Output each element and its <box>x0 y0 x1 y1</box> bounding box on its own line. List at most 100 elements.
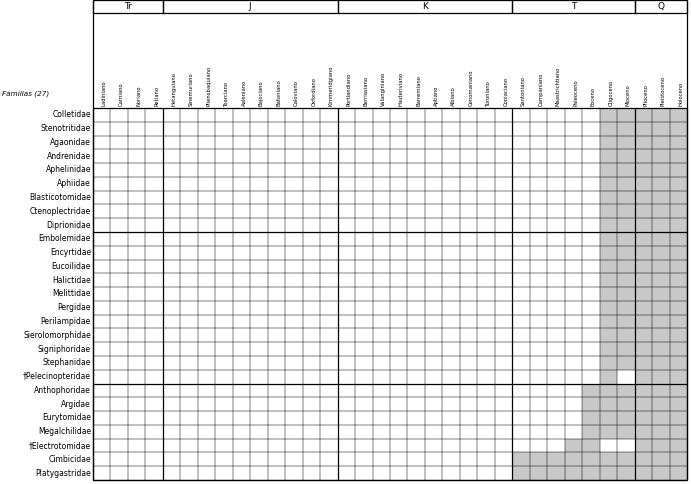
Bar <box>652 329 670 342</box>
Bar <box>652 439 670 453</box>
Bar <box>617 191 634 204</box>
Bar <box>670 150 687 163</box>
Bar <box>652 218 670 232</box>
Bar <box>670 439 687 453</box>
Bar <box>670 122 687 136</box>
Bar <box>600 356 617 370</box>
Bar <box>670 232 687 246</box>
Bar <box>617 259 634 273</box>
Bar <box>652 108 670 122</box>
Text: Pergidae: Pergidae <box>57 303 91 312</box>
Bar <box>634 108 652 122</box>
Bar <box>634 150 652 163</box>
Bar <box>583 411 600 425</box>
Bar <box>617 218 634 232</box>
Bar <box>652 163 670 177</box>
Bar <box>617 287 634 301</box>
Bar <box>634 466 652 480</box>
Bar <box>530 466 547 480</box>
Bar <box>634 177 652 191</box>
Bar <box>600 301 617 315</box>
Text: Melittidae: Melittidae <box>53 289 91 299</box>
Bar <box>600 204 617 218</box>
Text: Albiano: Albiano <box>451 86 456 106</box>
Bar <box>600 108 617 122</box>
Bar <box>600 273 617 287</box>
Text: Blasticotomidae: Blasticotomidae <box>29 193 91 202</box>
Bar <box>670 315 687 329</box>
Bar <box>617 232 634 246</box>
Bar <box>670 411 687 425</box>
Bar <box>600 453 617 466</box>
Text: Toarciano: Toarciano <box>224 81 229 106</box>
Text: Maastrichtiano: Maastrichtiano <box>556 67 561 106</box>
Bar <box>617 356 634 370</box>
Text: Portlandiano: Portlandiano <box>346 73 351 106</box>
Text: Oxfordiano: Oxfordiano <box>312 77 316 106</box>
Text: Campaniano: Campaniano <box>538 73 544 106</box>
Bar <box>670 191 687 204</box>
Bar <box>617 122 634 136</box>
Bar <box>617 136 634 150</box>
Text: Aaleniano: Aaleniano <box>241 80 247 106</box>
Text: Q: Q <box>657 2 664 11</box>
Bar <box>652 259 670 273</box>
Bar <box>652 273 670 287</box>
Text: Colletidae: Colletidae <box>53 110 91 120</box>
Bar <box>617 425 634 439</box>
Bar <box>617 246 634 259</box>
Bar <box>634 315 652 329</box>
Text: Ctenoplectridae: Ctenoplectridae <box>30 207 91 216</box>
Bar <box>670 246 687 259</box>
Bar <box>583 425 600 439</box>
Text: Plioceno: Plioceno <box>643 84 648 106</box>
Bar <box>652 191 670 204</box>
Bar <box>634 259 652 273</box>
Bar <box>600 287 617 301</box>
Bar <box>565 466 583 480</box>
Bar <box>617 273 634 287</box>
Bar <box>583 383 600 397</box>
Bar <box>634 136 652 150</box>
Bar <box>634 232 652 246</box>
Bar <box>600 370 617 383</box>
Bar <box>512 453 530 466</box>
Text: Platygastridae: Platygastridae <box>35 469 91 478</box>
Bar <box>670 163 687 177</box>
Bar <box>600 411 617 425</box>
Text: Valanginiano: Valanginiano <box>381 72 386 106</box>
Bar <box>652 356 670 370</box>
Bar <box>600 232 617 246</box>
Bar <box>670 383 687 397</box>
Bar <box>670 177 687 191</box>
Bar <box>652 342 670 356</box>
Text: Encyrtidae: Encyrtidae <box>50 248 91 257</box>
Bar <box>634 273 652 287</box>
Text: Pleistoceno: Pleistoceno <box>661 76 666 106</box>
Bar <box>670 108 687 122</box>
Text: Megalchilidae: Megalchilidae <box>38 427 91 436</box>
Bar <box>652 246 670 259</box>
Text: J: J <box>249 2 252 11</box>
Bar <box>530 453 547 466</box>
Text: Hetanguiano: Hetanguiano <box>171 72 177 106</box>
Bar <box>617 108 634 122</box>
Bar <box>600 150 617 163</box>
Bar <box>617 301 634 315</box>
Bar <box>565 439 583 453</box>
Bar <box>634 439 652 453</box>
Bar <box>634 329 652 342</box>
Bar <box>670 329 687 342</box>
Bar <box>600 315 617 329</box>
Text: Oligoceno: Oligoceno <box>608 80 614 106</box>
Text: Sierolomorphidae: Sierolomorphidae <box>23 331 91 340</box>
Bar <box>670 356 687 370</box>
Text: Eucoilidae: Eucoilidae <box>52 262 91 271</box>
Text: Signiphoridae: Signiphoridae <box>38 345 91 354</box>
Bar <box>670 218 687 232</box>
Text: Bajociano: Bajociano <box>259 80 264 106</box>
Bar <box>652 204 670 218</box>
Bar <box>670 453 687 466</box>
Text: Hauteriviano: Hauteriviano <box>399 72 404 106</box>
Bar <box>670 370 687 383</box>
